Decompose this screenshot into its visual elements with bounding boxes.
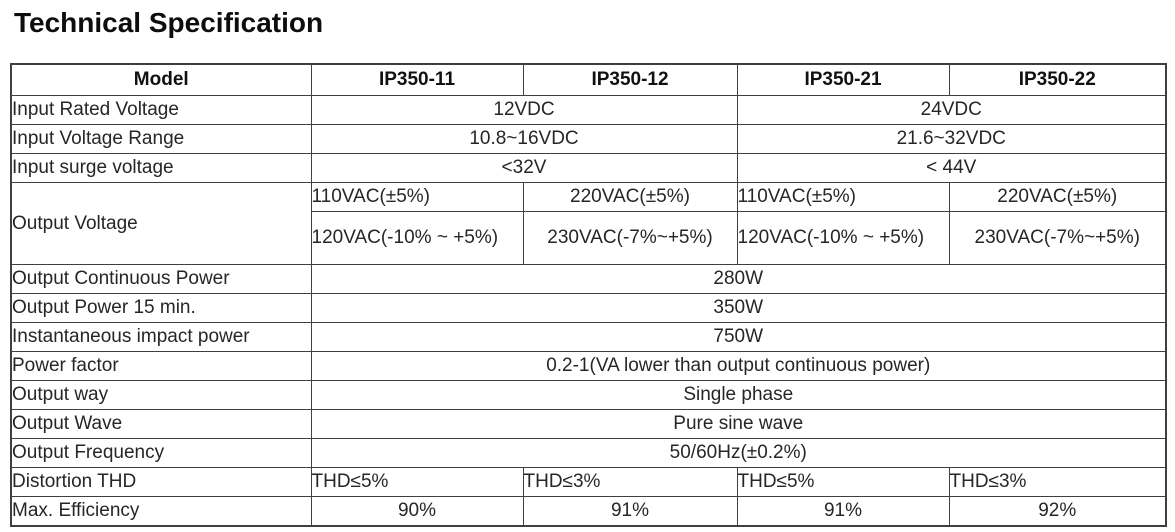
- row-max-efficiency: Max. Efficiency 90% 91% 91% 92%: [10, 496, 1167, 526]
- row-label: Output Power 15 min.: [10, 293, 312, 323]
- row-distortion-thd: Distortion THD THD≤5% THD≤3% THD≤5% THD≤…: [10, 467, 1167, 497]
- row-output-voltage-1: Output Voltage 110VAC(±5%) 220VAC(±5%) 1…: [10, 182, 1167, 265]
- cell-value: 230VAC(-7%~+5%): [948, 211, 1167, 265]
- cell-value: THD≤5%: [310, 467, 524, 497]
- row-label: Output Wave: [10, 409, 312, 439]
- cell-value: 120VAC(-10% ~ +5%): [736, 211, 950, 265]
- cell-value: Single phase: [310, 380, 1167, 410]
- cell-value: 750W: [310, 322, 1167, 352]
- col-header-model: Model: [10, 63, 312, 96]
- row-label: Power factor: [10, 351, 312, 381]
- page-title: Technical Specification: [14, 7, 324, 38]
- cell-value: 0.2-1(VA lower than output continuous po…: [310, 351, 1167, 381]
- cell-value: 91%: [522, 496, 738, 526]
- cell-value: 280W: [310, 264, 1167, 294]
- col-header-ip350-21: IP350-21: [736, 63, 950, 96]
- row-output-frequency: Output Frequency 50/60Hz(±0.2%): [10, 438, 1167, 468]
- row-power-factor: Power factor 0.2-1(VA lower than output …: [10, 351, 1167, 381]
- cell-value: 230VAC(-7%~+5%): [522, 211, 738, 265]
- row-input-surge-voltage: Input surge voltage <32V < 44V: [10, 153, 1167, 183]
- cell-value: Pure sine wave: [310, 409, 1167, 439]
- cell-value: 24VDC: [736, 95, 1167, 125]
- row-label: Output Continuous Power: [10, 264, 312, 294]
- row-output-continuous-power: Output Continuous Power 280W: [10, 264, 1167, 294]
- cell-value: 21.6~32VDC: [736, 124, 1167, 154]
- row-input-rated-voltage: Input Rated Voltage 12VDC 24VDC: [10, 95, 1167, 125]
- spec-table: Model IP350-11 IP350-12 IP350-21 IP350-2…: [10, 63, 1167, 527]
- row-label: Output Voltage: [10, 182, 312, 265]
- col-header-ip350-22: IP350-22: [948, 63, 1167, 96]
- col-header-ip350-11: IP350-11: [310, 63, 524, 96]
- cell-value: 91%: [736, 496, 950, 526]
- cell-value: 10.8~16VDC: [310, 124, 738, 154]
- cell-value: < 44V: [736, 153, 1167, 183]
- cell-value: 12VDC: [310, 95, 738, 125]
- row-label: Input Voltage Range: [10, 124, 312, 154]
- row-instantaneous-impact-power: Instantaneous impact power 750W: [10, 322, 1167, 352]
- row-label: Distortion THD: [10, 467, 312, 497]
- col-header-ip350-12: IP350-12: [522, 63, 738, 96]
- cell-value: 350W: [310, 293, 1167, 323]
- cell-value: 90%: [310, 496, 524, 526]
- row-output-voltage-2: 120VAC(-10% ~ +5%) 230VAC(-7%~+5%) 120VA…: [11, 211, 1167, 265]
- row-label: Output Frequency: [10, 438, 312, 468]
- row-label: Input Rated Voltage: [10, 95, 312, 125]
- cell-value: 50/60Hz(±0.2%): [310, 438, 1167, 468]
- table-header-row: Model IP350-11 IP350-12 IP350-21 IP350-2…: [10, 63, 1167, 96]
- cell-value: 220VAC(±5%): [948, 182, 1167, 212]
- cell-value: 220VAC(±5%): [522, 182, 738, 212]
- cell-value: THD≤3%: [522, 467, 738, 497]
- cell-value: 120VAC(-10% ~ +5%): [310, 211, 524, 265]
- row-label: Instantaneous impact power: [10, 322, 312, 352]
- row-label: Input surge voltage: [10, 153, 312, 183]
- cell-value: THD≤3%: [948, 467, 1167, 497]
- row-input-voltage-range: Input Voltage Range 10.8~16VDC 21.6~32VD…: [10, 124, 1167, 154]
- cell-value: 110VAC(±5%): [736, 182, 950, 212]
- cell-value: <32V: [310, 153, 738, 183]
- cell-value: 92%: [948, 496, 1167, 526]
- row-output-power-15min: Output Power 15 min. 350W: [10, 293, 1167, 323]
- cell-value: THD≤5%: [736, 467, 950, 497]
- row-label: Output way: [10, 380, 312, 410]
- row-output-wave: Output Wave Pure sine wave: [10, 409, 1167, 439]
- row-label: Max. Efficiency: [10, 496, 312, 526]
- row-output-way: Output way Single phase: [10, 380, 1167, 410]
- cell-value: 110VAC(±5%): [310, 182, 524, 212]
